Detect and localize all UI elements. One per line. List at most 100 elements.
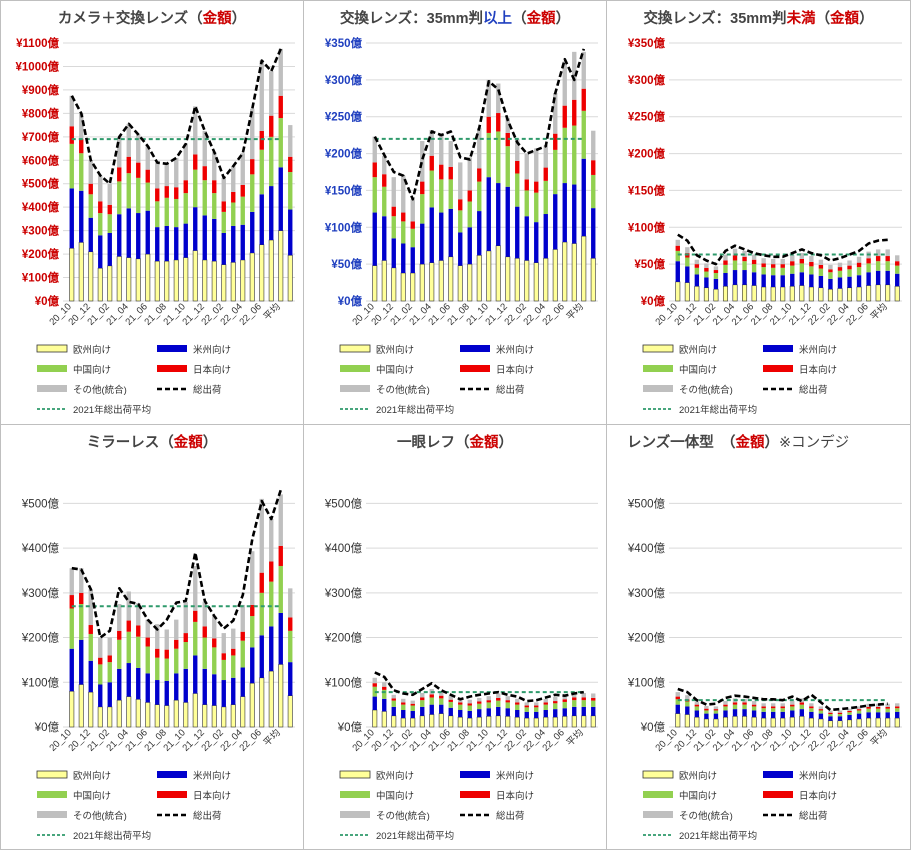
bar-segment-usa	[496, 183, 501, 246]
bar-segment-japan	[278, 95, 283, 119]
bar-segment-china	[496, 131, 501, 184]
bar-segment-usa	[69, 188, 74, 249]
bar-segment-china	[505, 146, 510, 187]
legend-label-europe: 欧州向け	[376, 770, 414, 782]
bar-segment-china	[761, 708, 766, 712]
bar-segment-other	[856, 706, 862, 710]
legend-swatch-china	[37, 365, 67, 372]
bar-segment-china	[790, 706, 795, 711]
bar-segment-japan	[799, 702, 805, 705]
bar-segment-japan	[732, 702, 738, 705]
x-tick-label: 22_06	[237, 301, 263, 327]
bar-segment-other	[183, 601, 188, 634]
bar-segment-china	[685, 257, 690, 267]
bar-segment-china	[98, 664, 103, 685]
y-tick-label: ¥300億	[324, 587, 363, 600]
bar-segment-japan	[694, 264, 700, 268]
bar-segment-europe	[400, 272, 406, 302]
bar-segment-china	[875, 261, 881, 271]
legend-label-usa: 米州向け	[496, 770, 534, 782]
bar-segment-europe	[533, 262, 539, 302]
bar-segment-usa	[553, 709, 558, 718]
legend-label-other: その他(統合)	[679, 810, 733, 822]
bar-segment-other	[231, 166, 236, 192]
bar-segment-usa	[467, 710, 472, 719]
bar-segment-europe	[429, 714, 435, 728]
bar-segment-japan	[723, 260, 728, 265]
bar-segment-europe	[732, 284, 738, 302]
chart-lens-35mm-below: 交換レンズ：35mm判未満（金額） ¥0億 ¥50億 ¥100億 ¥150億 ¥200億 ¥…	[606, 0, 911, 425]
bar-segment-japan	[704, 267, 709, 272]
legend-swatch-usa	[460, 771, 490, 778]
legend-swatch-other	[643, 811, 673, 818]
bar-segment-usa	[581, 158, 586, 237]
y-tick-label: ¥0億	[34, 721, 60, 734]
bar-segment-japan	[524, 179, 529, 191]
bar-segment-japan	[117, 167, 122, 182]
y-tick-label: ¥350億	[628, 36, 666, 50]
bar-segment-europe	[240, 259, 246, 302]
bar-segment-other	[401, 698, 406, 703]
y-tick-label: ¥0億	[640, 721, 666, 734]
bar-segment-other	[69, 95, 74, 127]
chart-svg: レンズ一体型 （金額）※コンデジ ¥0億 ¥100億 ¥200億 ¥300億 ¥400億 ¥…	[627, 433, 902, 842]
bar-segment-japan	[183, 633, 188, 643]
legend-swatch-europe	[339, 344, 371, 353]
bar-segment-europe	[543, 716, 549, 728]
bar-segment-europe	[410, 272, 416, 302]
legend-label-other: その他(統合)	[679, 384, 733, 396]
bar-segment-other	[174, 157, 179, 188]
y-tick-label: ¥200億	[22, 247, 60, 261]
bar-segment-japan	[107, 204, 112, 215]
bar-segment-japan	[856, 709, 862, 711]
bar-segment-japan	[895, 706, 900, 709]
bar-segment-other	[856, 256, 862, 263]
y-tick-label: ¥100億	[324, 676, 363, 689]
bar-segment-other	[88, 589, 93, 626]
bar-segment-usa	[231, 225, 236, 263]
bar-segment-other	[98, 637, 103, 658]
bar-segment-usa	[780, 275, 785, 287]
y-tick-label: ¥150億	[325, 183, 363, 197]
legend-swatch-other	[340, 811, 370, 818]
y-tick-label: ¥600億	[22, 153, 60, 167]
bar-segment-europe	[514, 716, 520, 728]
y-tick-label: ¥50億	[634, 257, 665, 271]
bar-segment-china	[704, 710, 709, 714]
bar-segment-europe	[722, 716, 728, 728]
bar-segment-usa	[136, 667, 141, 700]
bar-segment-europe	[847, 287, 853, 302]
bar-segment-europe	[116, 699, 122, 728]
bar-segment-china	[562, 127, 567, 184]
y-tick-label: ¥1100億	[16, 36, 59, 50]
bar-segment-usa	[486, 708, 491, 717]
bar-segment-japan	[155, 188, 160, 202]
bar-segment-usa	[847, 276, 852, 288]
bar-segment-japan	[126, 156, 131, 174]
bar-segment-europe	[116, 256, 122, 302]
bar-segment-usa	[723, 710, 728, 718]
bar-segment-other	[751, 701, 757, 705]
bar-segment-europe	[590, 715, 596, 728]
bar-segment-japan	[553, 701, 558, 704]
bar-segment-china	[126, 173, 131, 209]
bar-segment-china	[486, 702, 491, 709]
bar-segment-japan	[675, 696, 680, 700]
bar-segment-china	[429, 697, 434, 705]
bar-segment-usa	[799, 709, 805, 717]
bar-segment-other	[751, 254, 757, 260]
bar-segment-china	[420, 194, 425, 224]
x-tick-label: 22_06	[540, 727, 566, 753]
chart-compact: レンズ一体型 （金額）※コンデジ ¥0億 ¥100億 ¥200億 ¥300億 ¥400億 ¥…	[606, 424, 911, 850]
bar-segment-china	[572, 700, 577, 707]
bar-segment-china	[723, 264, 728, 273]
bar-segment-usa	[751, 710, 757, 718]
bar-segment-japan	[866, 706, 871, 709]
bar-segment-europe	[278, 230, 284, 302]
bar-segment-usa	[572, 184, 577, 244]
y-tick-label: ¥350億	[325, 36, 363, 50]
bar-segment-japan	[818, 264, 824, 269]
bar-segment-other	[477, 127, 482, 169]
bar-segment-japan	[723, 704, 728, 707]
